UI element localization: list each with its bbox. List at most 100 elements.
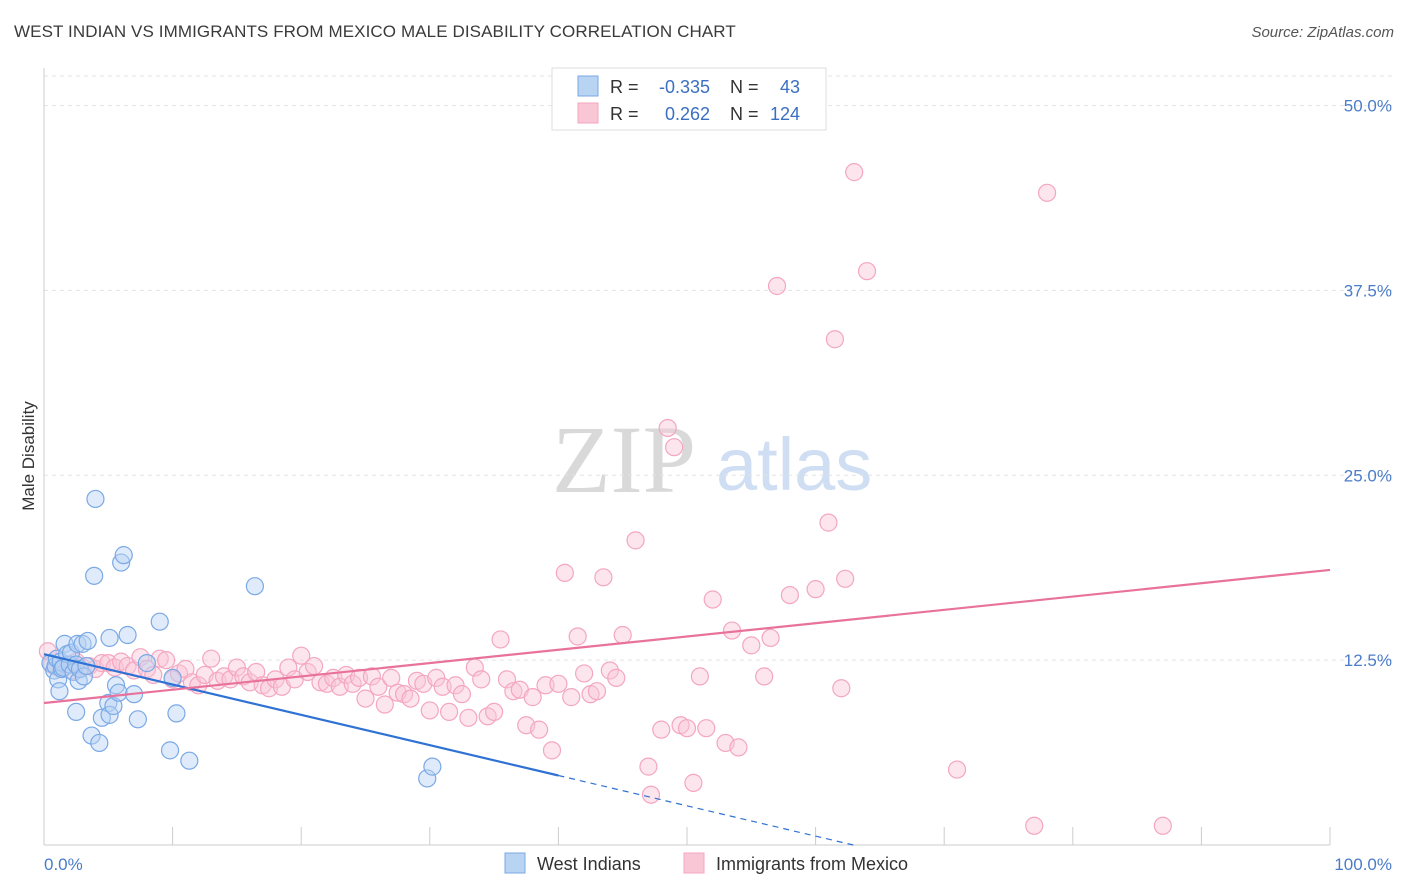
data-point-immigrants-from-mexico [684,773,703,792]
data-point-west-indians [68,634,87,653]
data-point-immigrants-from-mexico [767,276,787,296]
data-point-immigrants-from-mexico [157,651,176,670]
data-point-immigrants-from-mexico [304,656,324,676]
data-point-immigrants-from-mexico [562,688,581,707]
data-point-west-indians [167,704,186,723]
data-point-west-indians [137,654,156,673]
data-point-west-indians [118,625,137,645]
legend-n-label-2: N = [730,104,759,124]
series-legend: West Indians Immigrants from Mexico [504,852,908,874]
legend-r-value-1: -0.335 [659,77,710,97]
data-point-immigrants-from-mexico [439,702,459,722]
data-point-west-indians [100,705,119,724]
data-point-immigrants-from-mexico [832,679,851,698]
data-point-immigrants-from-mexico [600,661,619,680]
data-point-immigrants-from-mexico [485,702,504,722]
x-tick-label-max: 100.0% [1334,855,1392,874]
data-point-west-indians [73,634,92,653]
data-point-west-indians [85,566,104,585]
legend-n-value-1: 43 [780,77,800,97]
data-point-immigrants-from-mexico [362,667,382,686]
data-point-immigrants-from-mexico [292,646,311,665]
trend-lines [43,568,1331,846]
legend-swatch-immigrants [577,102,599,124]
data-point-west-indians [86,489,105,509]
data-point-immigrants-from-mexico [549,674,568,693]
data-point-immigrants-from-mexico [819,513,838,532]
data-point-immigrants-from-mexico [555,563,574,582]
data-point-immigrants-from-mexico [677,719,697,738]
y-tick-label: 37.5% [1344,281,1392,300]
legend-label-west-indians: West Indians [537,854,641,874]
data-point-immigrants-from-mexico [427,668,446,687]
data-point-west-indians [160,741,180,760]
data-point-west-indians [423,757,442,776]
axes [43,68,1331,846]
data-point-west-indians [150,612,169,631]
data-point-immigrants-from-mexico [1037,183,1057,202]
data-point-west-indians [180,751,199,770]
legend-label-immigrants: Immigrants from Mexico [716,854,908,874]
data-point-immigrants-from-mexico [836,569,855,588]
data-point-immigrants-from-mexico [652,720,671,739]
y-tick-labels: 12.5% 25.0% 37.5% 50.0% [1344,97,1392,671]
data-point-west-indians [128,710,147,729]
data-point-immigrants-from-mexico [575,664,594,683]
data-point-immigrants-from-mexico [375,695,394,714]
data-point-immigrants-from-mexico [742,636,761,655]
data-point-immigrants-from-mexico [639,757,658,776]
x-tick-label-min: 0.0% [44,855,83,874]
data-point-west-indians [74,667,93,686]
data-point-immigrants-from-mexico [452,685,472,704]
legend-n-label-1: N = [730,77,759,97]
data-point-immigrants-from-mexico [472,670,491,689]
data-point-immigrants-from-mexico [755,667,774,686]
trend-line-west-indians-extension [558,774,855,846]
data-point-immigrants-from-mexico [1153,816,1172,835]
data-point-west-indians [114,546,133,565]
trend-line-immigrants-from-mexico [43,568,1331,705]
data-point-immigrants-from-mexico [806,580,825,599]
trend-line-west-indians [43,653,559,777]
legend-r-value-2: 0.262 [665,104,710,124]
data-point-immigrants-from-mexico [491,630,510,649]
data-point-immigrants-from-mexico [420,701,439,720]
data-point-immigrants-from-mexico [356,689,375,708]
series-immigrants-from-mexico [38,163,1172,835]
data-point-immigrants-from-mexico [542,741,562,760]
data-point-immigrants-from-mexico [227,658,246,677]
data-point-immigrants-from-mexico [703,590,722,609]
legend-swatch-west-indians [577,75,599,97]
stats-legend: R = -0.335 N = 43 R = 0.262 N = 124 [551,67,827,131]
data-point-immigrants-from-mexico [780,585,799,605]
data-point-west-indians [104,696,123,716]
legend-swatch-bottom-west-indians [504,852,526,874]
data-point-immigrants-from-mexico [459,708,478,727]
data-point-west-indians [90,733,109,753]
source-credit: Source: ZipAtlas.com [1251,24,1394,41]
data-point-immigrants-from-mexico [594,568,613,587]
data-point-immigrants-from-mexico [697,719,716,738]
data-point-immigrants-from-mexico [825,330,844,349]
data-point-west-indians [112,553,131,572]
data-point-immigrants-from-mexico [504,682,523,701]
legend-n-value-2: 124 [770,104,800,124]
data-point-immigrants-from-mexico [530,720,549,739]
data-point-west-indians [100,628,119,648]
data-point-immigrants-from-mexico [446,676,465,695]
watermark-atlas: atlas [716,423,872,506]
data-point-immigrants-from-mexico [665,438,684,457]
data-point-immigrants-from-mexico [607,668,626,687]
data-point-immigrants-from-mexico [568,627,587,646]
data-point-immigrants-from-mexico [626,531,645,550]
gridlines [44,75,1392,661]
data-point-immigrants-from-mexico [202,649,221,668]
data-point-west-indians [163,668,182,687]
data-point-immigrants-from-mexico [369,677,388,696]
y-tick-label: 12.5% [1344,651,1392,670]
data-point-west-indians [106,676,126,695]
data-point-immigrants-from-mexico [523,688,542,707]
data-point-immigrants-from-mexico [401,689,420,708]
data-point-west-indians [55,634,74,653]
